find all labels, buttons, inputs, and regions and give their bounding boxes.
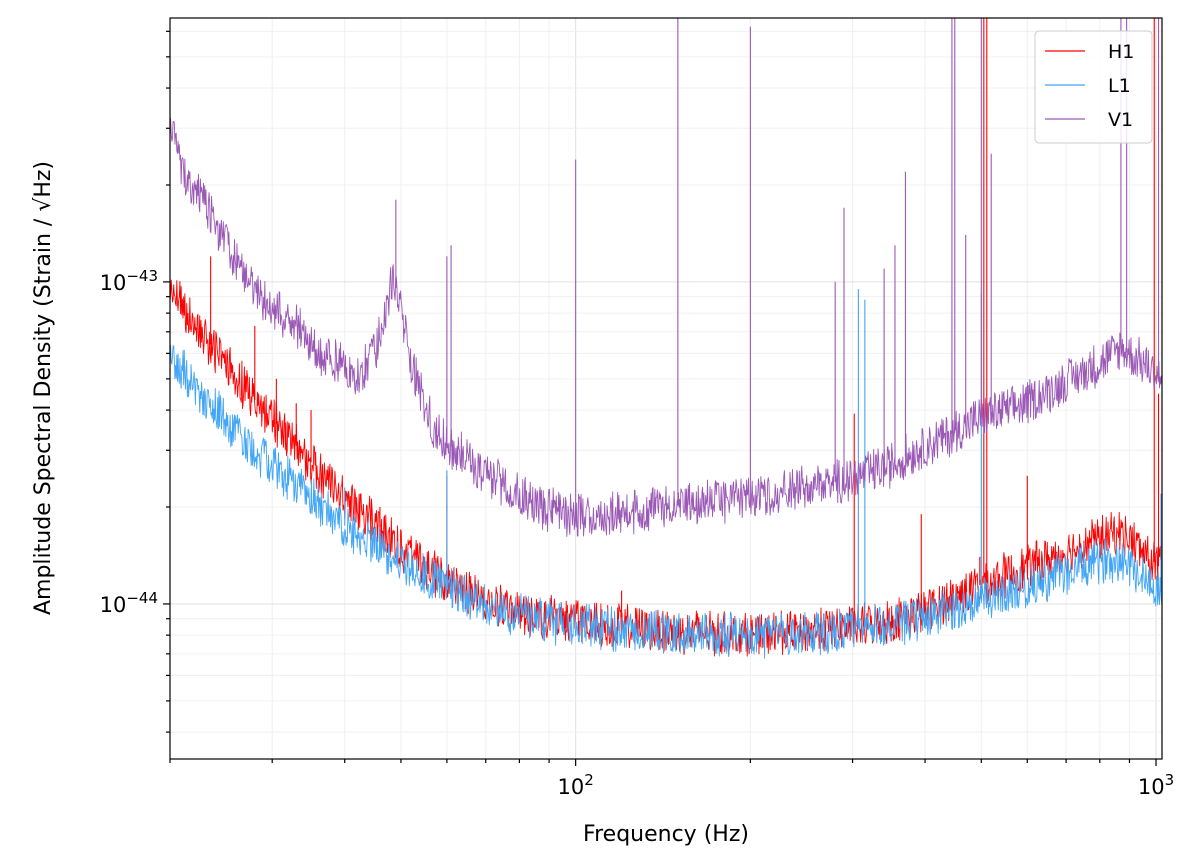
x-tick-label: 103 xyxy=(1138,771,1174,799)
legend-label-H1: H1 xyxy=(1108,41,1134,63)
y-axis-label: Amplitude Spectral Density (Strain / √Hz… xyxy=(31,161,56,615)
legend-box xyxy=(1034,30,1153,144)
y-tick-label: 10−44 xyxy=(100,589,158,617)
legend-label-L1: L1 xyxy=(1108,75,1131,97)
ticks: 102 103 10−44 10−43 xyxy=(100,30,1174,799)
legend: H1 L1 V1 xyxy=(1034,30,1153,144)
series-layer xyxy=(170,18,1162,659)
series-H1-line xyxy=(170,279,1162,657)
y-tick-label: 10−43 xyxy=(100,267,158,295)
x-axis-label: Frequency (Hz) xyxy=(583,822,749,847)
legend-label-V1: V1 xyxy=(1108,109,1133,131)
series-V1-line xyxy=(170,118,1162,537)
series-L1-line xyxy=(170,343,1162,659)
plot-frame xyxy=(169,17,1163,760)
x-tick-label: 102 xyxy=(558,771,594,799)
